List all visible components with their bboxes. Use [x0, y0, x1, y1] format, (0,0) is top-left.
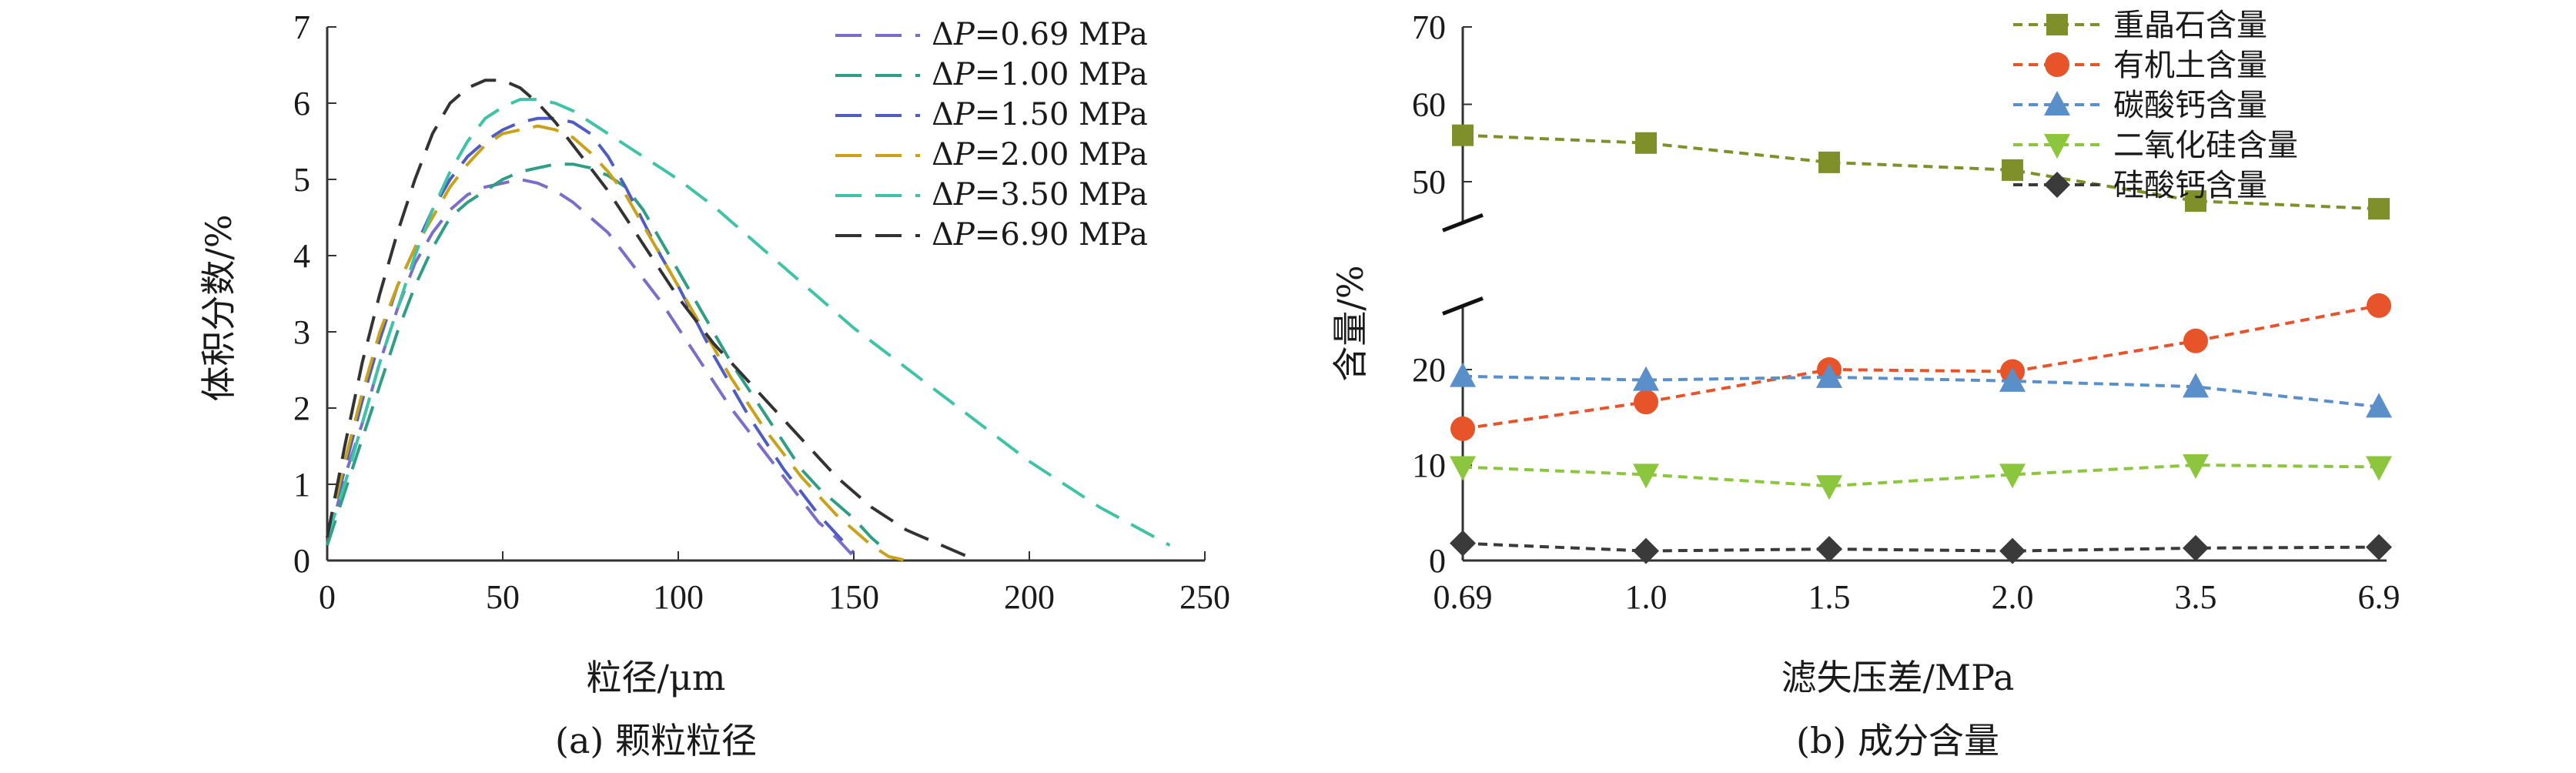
chart-b-point-1-0 [1450, 416, 1475, 441]
chart-a-legend-label-3: ΔP=2.00 MPa [932, 137, 1148, 172]
chart-b-point-2-1 [1633, 366, 1659, 391]
chart-b-point-2-4 [2183, 373, 2209, 398]
chart-b-legend-label-4: 硅酸钙含量 [2113, 168, 2267, 203]
chart-a-xtick-label: 0 [319, 578, 336, 616]
chart-a-ytick-label: 5 [293, 161, 310, 199]
chart-b-point-4-1 [1633, 537, 1659, 564]
chart-b-legend-marker-3 [2044, 134, 2070, 159]
chart-a-legend: ΔP=0.69 MPa ΔP=1.00 MPa ΔP=1.50 MPa ΔP=2.00… [835, 17, 1148, 253]
chart-b-point-1-5 [2367, 293, 2391, 318]
chart-b-point-2-5 [2366, 393, 2392, 418]
chart-b-point-3-1 [1633, 463, 1659, 489]
chart-b-point-4-2 [1816, 536, 1842, 563]
chart-b-point-0-3 [2002, 159, 2023, 181]
chart-a-ytick-label: 1 [293, 466, 310, 504]
chart-a-legend-label-1: ΔP=1.00 MPa [932, 57, 1148, 92]
chart-b-legend-marker-4 [2044, 172, 2070, 198]
chart-b-legend-marker-1 [2045, 52, 2069, 77]
chart-b-ytick-label: 50 [1412, 163, 1446, 201]
chart-b-point-0-1 [1635, 132, 1657, 154]
chart-b-series-line-3 [1462, 463, 2380, 488]
chart-a-ytick-label: 0 [293, 542, 310, 580]
chart-b-xtick-label: 3.5 [2175, 578, 2217, 616]
chart-b-xtick-label: 1.5 [1808, 578, 1851, 616]
chart-b-ytick-label: 60 [1412, 86, 1446, 124]
chart-b-point-0-0 [1452, 124, 1474, 146]
chart-b-point-1-1 [1634, 390, 1658, 415]
chart-b-ytick-label: 20 [1412, 351, 1446, 389]
chart-b-point-3-0 [1450, 456, 1476, 481]
chart-b-xlabel: 滤失压差/MPa [1781, 657, 2015, 698]
chart-a-ytick-label: 4 [293, 237, 310, 275]
chart-a-xtick-label: 100 [653, 578, 704, 616]
chart-a-ytick-label: 3 [293, 313, 310, 351]
chart-b-point-4-4 [2183, 534, 2209, 561]
chart-a-series-line-2 [326, 116, 855, 554]
chart-b-point-2-2 [1816, 363, 1842, 388]
chart-a-legend-label-2: ΔP=1.50 MPa [932, 97, 1148, 132]
chart-b-legend-label-3: 二氧化硅含量 [2113, 128, 2298, 163]
chart-b-series-line-4 [1462, 541, 2380, 553]
chart-b-legend-label-1: 有机土含量 [2113, 48, 2267, 83]
chart-b-point-0-2 [1818, 151, 1840, 173]
chart-a-legend-label-5: ΔP=6.90 MPa [932, 217, 1148, 253]
chart-b-axis-break-mark [1442, 296, 1484, 316]
chart-b-ytick-label: 10 [1412, 447, 1446, 484]
chart-b-legend-label-0: 重晶石含量 [2113, 8, 2267, 43]
chart-b-point-0-5 [2368, 198, 2390, 220]
chart-a-caption: (a) 颗粒粒径 [555, 720, 757, 761]
chart-a-legend-label-4: ΔP=3.50 MPa [932, 177, 1148, 212]
chart-b-xtick-label: 1.0 [1625, 578, 1668, 616]
chart-b-xtick-label: 0.69 [1434, 578, 1493, 616]
chart-a-xtick-label: 250 [1179, 578, 1230, 616]
chart-b-point-4-3 [1999, 537, 2026, 564]
chart-a-ylabel: 体积分数/% [198, 214, 239, 401]
chart-b-point-3-5 [2366, 456, 2392, 481]
chart-b-point-0-4 [2185, 190, 2206, 212]
chart-b-legend-label-2: 碳酸钙含量 [2113, 88, 2267, 123]
chart-b-point-2-0 [1450, 362, 1476, 387]
chart-b-ytick-label: 0 [1429, 542, 1446, 580]
chart-b-point-1-4 [2183, 328, 2208, 353]
chart-b-axes: 0 10 20 50 60 70 0.69 1.0 1.5 2.0 3.5 6.9 [1412, 8, 2400, 616]
chart-b-xtick-label: 6.9 [2358, 578, 2400, 616]
chart-a-xtick-label: 50 [486, 578, 520, 616]
chart-a-series-line-3 [326, 124, 907, 562]
chart-b-point-3-3 [1999, 463, 2026, 489]
chart-a-ytick-label: 7 [293, 8, 310, 46]
chart-a-xtick-label: 200 [1004, 578, 1055, 616]
chart-b-caption: (b) 成分含量 [1796, 720, 1999, 761]
chart-b-composition: 0 10 20 50 60 70 0.69 1.0 1.5 2.0 3.5 6.9 重晶石含量有机土含… [1330, 8, 2400, 761]
chart-a-xtick-label: 150 [828, 578, 879, 616]
chart-b-point-3-2 [1816, 475, 1842, 500]
chart-b-point-4-0 [1450, 530, 1476, 557]
chart-b-series-line-1 [1462, 303, 2380, 430]
chart-a-series-line-5 [326, 79, 978, 562]
chart-a-series-line-0 [326, 177, 855, 558]
chart-b-series-group [1450, 124, 2392, 564]
chart-a-particle-size: 0 1 2 3 4 5 6 7 0 50 100 150 200 250 ΔP=0.69 MPa ΔP=1.… [198, 8, 1230, 761]
chart-a-ytick-label: 2 [293, 390, 310, 427]
chart-b-axis-break-mark [1442, 212, 1484, 233]
chart-b-point-4-5 [2366, 534, 2392, 561]
chart-a-axes: 0 1 2 3 4 5 6 7 0 50 100 150 200 250 [293, 8, 1230, 616]
chart-a-series-line-4 [326, 98, 1171, 547]
chart-b-legend-marker-0 [2046, 14, 2068, 35]
chart-b-ylabel: 含量/% [1330, 265, 1371, 381]
chart-a-xlabel: 粒径/μm [586, 657, 725, 698]
chart-a-ytick-label: 6 [293, 85, 310, 122]
chart-b-point-3-4 [2183, 454, 2209, 479]
chart-a-legend-label-0: ΔP=0.69 MPa [932, 17, 1148, 52]
chart-b-xtick-label: 2.0 [1992, 578, 2034, 616]
chart-b-ytick-label: 70 [1412, 8, 1446, 46]
chart-a-series-line-1 [326, 162, 890, 554]
chart-a-series-group [326, 79, 1171, 562]
chart-b-legend-marker-2 [2044, 91, 2070, 115]
chart-b-series-line-2 [1462, 374, 2380, 409]
chart-b-point-2-3 [1999, 366, 2026, 392]
